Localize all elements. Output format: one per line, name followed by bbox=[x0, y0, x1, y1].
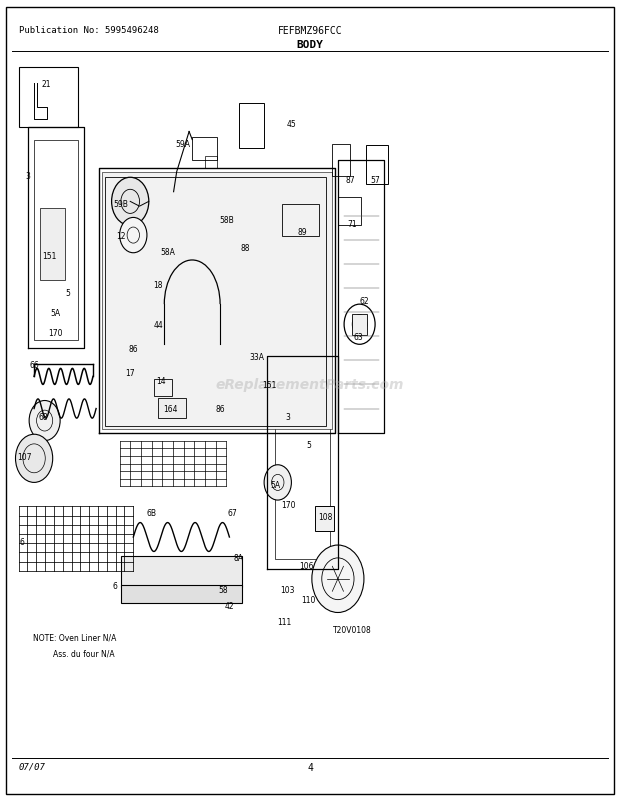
Bar bbox=[192, 138, 217, 160]
Text: 12: 12 bbox=[116, 232, 126, 241]
Circle shape bbox=[112, 178, 149, 226]
Text: 6: 6 bbox=[112, 581, 117, 590]
Text: 86: 86 bbox=[215, 404, 225, 414]
Text: 151: 151 bbox=[262, 380, 277, 390]
Text: 45: 45 bbox=[286, 119, 296, 129]
Text: 14: 14 bbox=[156, 376, 166, 386]
Bar bbox=[158, 399, 186, 419]
Text: 6B: 6B bbox=[147, 508, 157, 518]
Bar bbox=[40, 209, 65, 281]
Bar bbox=[282, 205, 319, 237]
Bar bbox=[239, 104, 264, 148]
Text: 17: 17 bbox=[125, 368, 135, 378]
Text: 111: 111 bbox=[277, 617, 291, 626]
Circle shape bbox=[120, 218, 147, 253]
Text: NOTE: Oven Liner N/A: NOTE: Oven Liner N/A bbox=[33, 633, 116, 642]
Circle shape bbox=[29, 401, 60, 441]
Text: 59B: 59B bbox=[113, 200, 128, 209]
Text: 44: 44 bbox=[153, 320, 163, 330]
Bar bbox=[352, 314, 367, 335]
Text: 18: 18 bbox=[153, 280, 163, 290]
Text: 86: 86 bbox=[128, 344, 138, 354]
Text: 103: 103 bbox=[280, 585, 294, 594]
Text: 67: 67 bbox=[228, 508, 237, 518]
Text: 107: 107 bbox=[17, 452, 32, 462]
Text: 108: 108 bbox=[318, 512, 333, 522]
Bar bbox=[121, 585, 242, 603]
Text: T20V0108: T20V0108 bbox=[333, 625, 371, 634]
Text: 58: 58 bbox=[218, 585, 228, 594]
Text: 6: 6 bbox=[19, 537, 24, 546]
Text: 170: 170 bbox=[281, 500, 296, 510]
Text: 59A: 59A bbox=[175, 140, 190, 149]
Circle shape bbox=[16, 435, 53, 483]
Bar bbox=[338, 198, 361, 226]
Text: 5A: 5A bbox=[271, 480, 281, 490]
Text: 151: 151 bbox=[42, 252, 57, 261]
Text: 170: 170 bbox=[48, 328, 63, 338]
Circle shape bbox=[312, 545, 364, 613]
Text: FEFBMZ96FCC: FEFBMZ96FCC bbox=[278, 26, 342, 35]
Bar bbox=[34, 140, 78, 341]
Bar bbox=[366, 146, 388, 184]
Text: 07/07: 07/07 bbox=[19, 762, 45, 771]
Text: 3: 3 bbox=[25, 172, 30, 181]
Text: 89: 89 bbox=[298, 228, 308, 237]
Bar bbox=[105, 178, 326, 427]
Text: 8A: 8A bbox=[234, 553, 244, 562]
Text: 5: 5 bbox=[306, 440, 311, 450]
Bar bbox=[332, 144, 350, 176]
Text: 4: 4 bbox=[307, 762, 313, 772]
Bar bbox=[102, 172, 332, 429]
Text: 5: 5 bbox=[66, 288, 71, 298]
Text: 5A: 5A bbox=[51, 308, 61, 318]
Text: 62: 62 bbox=[360, 296, 370, 306]
Text: 63: 63 bbox=[353, 332, 363, 342]
Text: 164: 164 bbox=[163, 404, 178, 414]
Text: 88: 88 bbox=[240, 244, 250, 253]
Text: 42: 42 bbox=[224, 601, 234, 610]
Text: Ass. du four N/A: Ass. du four N/A bbox=[53, 649, 115, 658]
Text: 66: 66 bbox=[29, 360, 39, 370]
Text: 106: 106 bbox=[299, 561, 314, 570]
Bar bbox=[275, 367, 330, 560]
Text: 58B: 58B bbox=[219, 216, 234, 225]
Text: 3: 3 bbox=[286, 412, 291, 422]
Bar bbox=[19, 68, 78, 128]
Text: 110: 110 bbox=[301, 595, 316, 605]
Text: 58A: 58A bbox=[160, 248, 175, 257]
Bar bbox=[205, 156, 217, 168]
Bar bbox=[315, 507, 334, 531]
Text: 57: 57 bbox=[370, 176, 380, 185]
Text: BODY: BODY bbox=[296, 40, 324, 50]
Text: Publication No: 5995496248: Publication No: 5995496248 bbox=[19, 26, 158, 34]
Text: eReplacementParts.com: eReplacementParts.com bbox=[216, 378, 404, 392]
Circle shape bbox=[264, 465, 291, 500]
Text: 71: 71 bbox=[347, 220, 357, 229]
Text: 87: 87 bbox=[345, 176, 355, 185]
Bar bbox=[154, 379, 172, 397]
Text: 68: 68 bbox=[38, 412, 48, 422]
Bar bbox=[121, 557, 242, 587]
Text: 33A: 33A bbox=[250, 352, 265, 362]
Text: 21: 21 bbox=[42, 79, 51, 89]
